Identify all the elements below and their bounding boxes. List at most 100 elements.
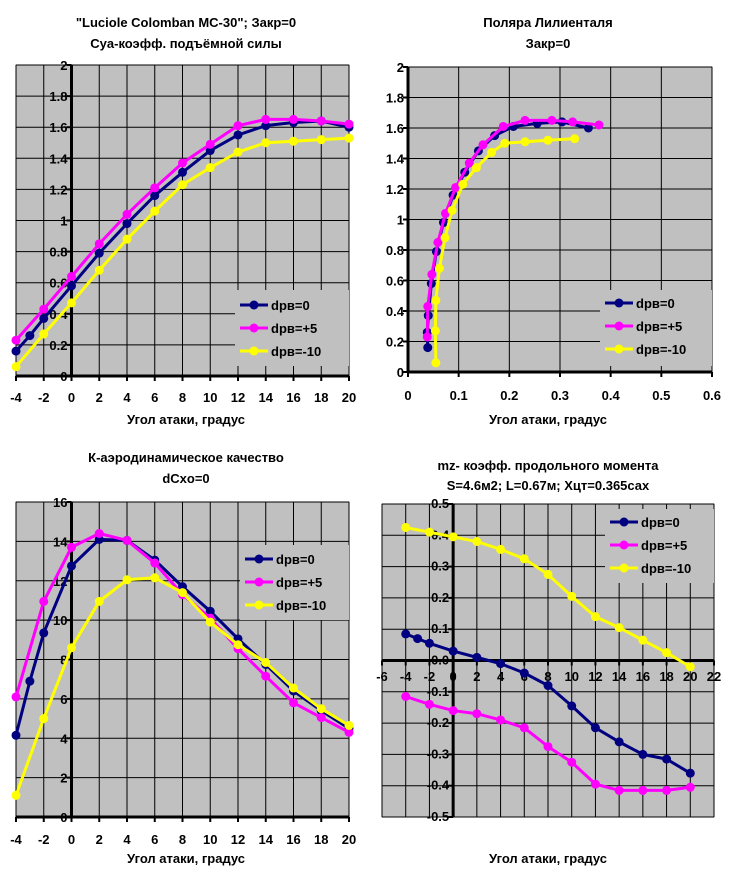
- y-tick-label: -0.4: [427, 778, 450, 793]
- x-tick-label: 0.1: [450, 388, 468, 403]
- data-point: [519, 723, 529, 733]
- x-tick-label: -6: [376, 669, 388, 684]
- data-point: [122, 234, 132, 244]
- x-tick-label: 0: [68, 390, 75, 405]
- data-point: [233, 121, 243, 131]
- y-tick-label: 0: [60, 810, 67, 825]
- y-tick-label: 1: [397, 213, 404, 228]
- y-tick-label: 2: [60, 58, 67, 73]
- y-tick-label: 2: [397, 60, 404, 75]
- data-point: [451, 182, 461, 192]
- x-tick-label: 8: [179, 832, 186, 847]
- legend-marker: [254, 577, 264, 587]
- data-point: [464, 158, 474, 168]
- legend-label: dpв=0: [276, 552, 315, 567]
- data-point: [316, 704, 326, 714]
- data-point: [543, 135, 553, 145]
- y-tick-label: 0.8: [386, 243, 404, 258]
- x-tick-label: 20: [342, 832, 356, 847]
- y-tick-label: 0.0: [431, 653, 449, 668]
- y-tick-label: 14: [53, 534, 68, 549]
- data-point: [205, 139, 215, 149]
- data-point: [11, 692, 21, 702]
- y-tick-label: 0: [397, 365, 404, 380]
- legend-marker: [254, 554, 264, 564]
- data-point: [316, 135, 326, 145]
- series-line: [14, 119, 350, 353]
- data-point: [448, 646, 458, 656]
- data-point: [543, 681, 553, 691]
- data-point: [472, 709, 482, 719]
- data-point: [458, 179, 468, 189]
- x-tick-label: 16: [286, 390, 300, 405]
- x-tick-label: -4: [10, 390, 22, 405]
- y-tick-label: 2: [60, 771, 67, 786]
- data-point: [448, 532, 458, 542]
- x-tick-label: 4: [123, 832, 131, 847]
- y-tick-label: 1.2: [49, 182, 67, 197]
- data-point: [11, 346, 21, 356]
- x-tick-label: 10: [564, 669, 578, 684]
- x-tick-label: 22: [707, 669, 721, 684]
- y-tick-label: 4: [60, 731, 68, 746]
- data-point: [401, 629, 411, 639]
- x-tick-label: 0.4: [602, 388, 621, 403]
- data-point: [289, 114, 298, 124]
- x-tick-label: 10: [203, 832, 217, 847]
- y-tick-label: 10: [53, 613, 67, 628]
- x-tick-label: 4: [497, 669, 505, 684]
- y-tick-label: -0.5: [427, 809, 449, 824]
- x-axis-title: Угол атаки, градус: [127, 412, 245, 427]
- data-point: [94, 239, 104, 249]
- data-point: [427, 269, 437, 279]
- data-point: [662, 648, 672, 658]
- y-tick-label: 0.3: [431, 559, 449, 574]
- chart-title: "Luciole Colomban MC-30"; Закр=0: [76, 15, 296, 30]
- x-tick-label: 14: [259, 832, 274, 847]
- y-tick-label: 16: [53, 495, 67, 510]
- legend-label: dpв=-10: [636, 342, 686, 357]
- x-tick-label: 0.5: [652, 388, 670, 403]
- data-point: [67, 561, 76, 571]
- legend-label: dpв=0: [641, 515, 680, 530]
- data-point: [39, 714, 49, 724]
- data-point: [122, 209, 132, 219]
- y-tick-label: 0.2: [386, 335, 404, 350]
- chart-title: Закр=0: [526, 36, 571, 51]
- x-tick-label: -2: [424, 669, 436, 684]
- y-tick-label: 1.6: [386, 121, 404, 136]
- data-point: [11, 335, 21, 345]
- data-point: [261, 657, 271, 667]
- data-point: [261, 121, 271, 131]
- data-point: [67, 281, 76, 291]
- y-tick-label: 1.8: [386, 91, 404, 106]
- data-point: [205, 163, 215, 173]
- chart-title: mz- коэфф. продольного момента: [437, 458, 659, 473]
- y-tick-label: 1.4: [386, 152, 405, 167]
- legend-marker: [249, 300, 259, 310]
- data-point: [122, 575, 132, 585]
- chart-title: К-аэродинамическое качество: [88, 450, 284, 465]
- chart-3: К-аэродинамическое качество dCxo=0 -4 -2 0 2 4…: [10, 450, 356, 866]
- data-point: [150, 191, 160, 201]
- legend-marker: [614, 298, 624, 308]
- x-tick-label: 0.6: [703, 388, 721, 403]
- x-tick-label: 0: [68, 832, 75, 847]
- data-point: [39, 313, 49, 323]
- data-point: [447, 205, 457, 215]
- data-point: [496, 659, 506, 669]
- x-tick-label: 12: [588, 669, 602, 684]
- data-point: [233, 640, 243, 650]
- data-point: [94, 248, 104, 258]
- data-point: [344, 720, 354, 730]
- y-tick-label: 0.1: [431, 621, 449, 636]
- x-tick-label: 2: [96, 390, 103, 405]
- legend-label: dpв=+5: [636, 319, 682, 334]
- legend-label: dpв=-10: [641, 561, 691, 576]
- data-point: [500, 138, 510, 148]
- y-tick-label: 0: [60, 369, 67, 384]
- data-point: [496, 544, 506, 554]
- series-3: [11, 133, 354, 372]
- y-tick-label: 6: [60, 692, 67, 707]
- x-tick-label: 0: [404, 388, 411, 403]
